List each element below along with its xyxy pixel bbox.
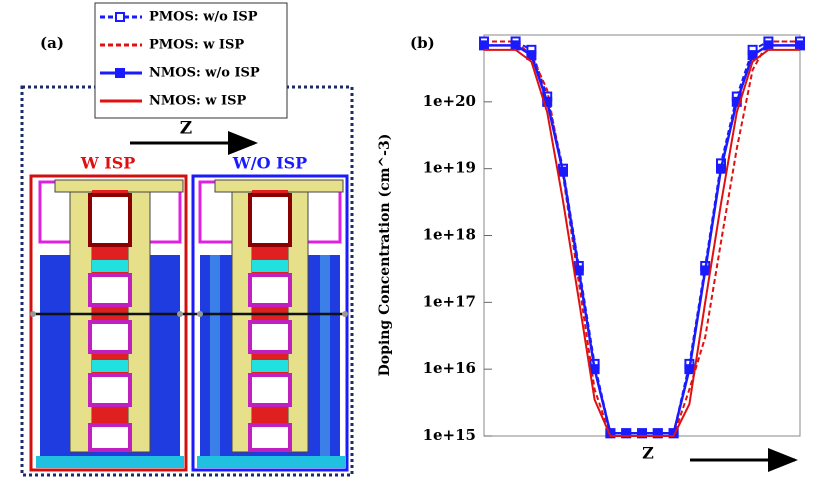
- data-point: [605, 428, 616, 439]
- right-device: [191, 174, 349, 472]
- data-point: [763, 40, 774, 51]
- plot-frame: [483, 34, 801, 437]
- y-axis-label: Doping Concentration (cm^-3): [377, 134, 393, 377]
- legend-label: NMOS: w ISP: [149, 94, 246, 109]
- data-point: [589, 364, 600, 375]
- series-line: [484, 44, 800, 435]
- data-point: [526, 50, 537, 61]
- legend-label: PMOS: w ISP: [149, 38, 244, 53]
- series-line: [484, 40, 800, 435]
- legend-marker: [115, 12, 125, 22]
- data-point: [747, 50, 758, 61]
- legend-label: PMOS: w/o ISP: [149, 10, 258, 25]
- data-point: [558, 166, 568, 177]
- legend-label: NMOS: w/o ISP: [149, 66, 260, 81]
- data-point: [479, 40, 489, 51]
- arrow-label: Z: [180, 119, 192, 139]
- legend-marker: [115, 68, 125, 78]
- data-point: [684, 364, 695, 375]
- data-point: [668, 428, 679, 439]
- legend: [94, 2, 288, 119]
- panel-label: (b): [410, 34, 435, 52]
- y-tick-label: 1e+19: [423, 159, 476, 177]
- device-title: W/O ISP: [232, 154, 307, 173]
- y-tick-label: 1e+15: [423, 426, 476, 444]
- data-point: [652, 428, 663, 439]
- data-point: [795, 40, 805, 51]
- y-tick-label: 1e+17: [423, 292, 476, 310]
- data-point: [637, 428, 647, 439]
- x-axis-label: Z: [642, 444, 654, 463]
- series-line: [484, 40, 800, 437]
- y-tick-label: 1e+16: [423, 359, 476, 377]
- data-point: [573, 265, 584, 276]
- data-point: [621, 428, 632, 439]
- device-diagram: [20, 85, 354, 477]
- left-device: [29, 174, 188, 472]
- device-title: W ISP: [80, 154, 136, 173]
- data-point: [716, 163, 726, 174]
- panel-label: (a): [40, 34, 64, 52]
- data-point: [510, 40, 521, 51]
- y-tick-label: 1e+18: [423, 226, 476, 244]
- series-line: [484, 48, 800, 437]
- data-point: [700, 265, 711, 276]
- y-tick-label: 1e+20: [423, 92, 476, 110]
